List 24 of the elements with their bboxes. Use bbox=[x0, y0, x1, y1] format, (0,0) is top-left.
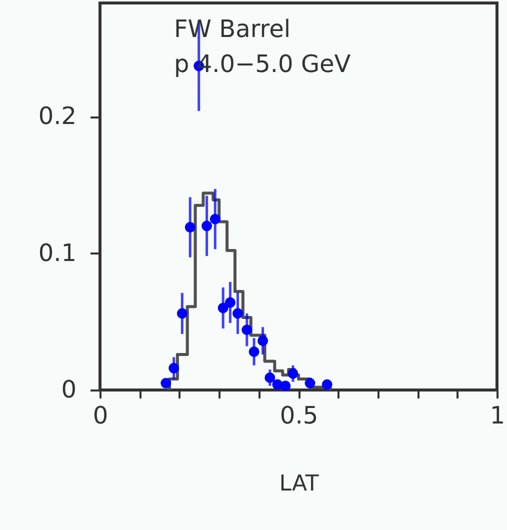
y-tick-label: 0 bbox=[61, 376, 76, 404]
point bbox=[224, 297, 236, 308]
y-tick-label: 0.1 bbox=[38, 238, 76, 267]
point bbox=[168, 362, 180, 374]
point bbox=[264, 372, 276, 383]
point bbox=[304, 378, 316, 388]
point bbox=[248, 346, 260, 357]
point bbox=[232, 308, 244, 319]
point bbox=[288, 368, 298, 379]
x-tick-label: 0 bbox=[92, 402, 108, 430]
point bbox=[280, 380, 291, 392]
point bbox=[258, 336, 268, 346]
x-tick-label: 0.5 bbox=[280, 402, 318, 430]
point bbox=[322, 379, 332, 390]
point bbox=[210, 214, 220, 224]
point bbox=[218, 302, 228, 314]
point bbox=[176, 308, 188, 319]
point bbox=[202, 220, 212, 232]
point bbox=[160, 378, 172, 388]
point bbox=[242, 324, 252, 336]
x-axis-title: LAT bbox=[279, 472, 320, 496]
point bbox=[184, 222, 196, 232]
x-tick-label: 1 bbox=[490, 402, 506, 430]
y-tick-label: 0.2 bbox=[38, 102, 76, 130]
